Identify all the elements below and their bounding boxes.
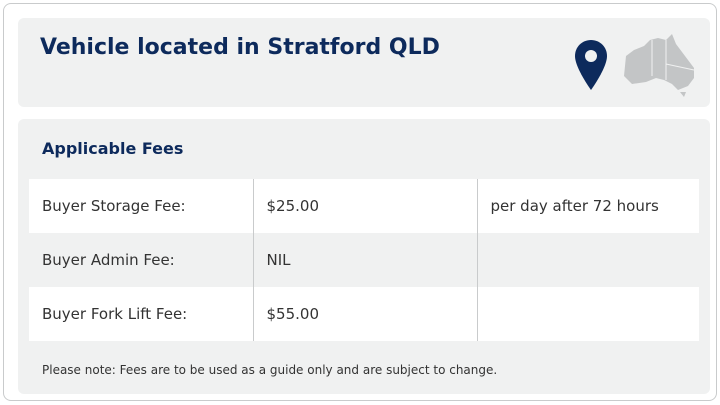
fee-amount: $25.00 [252,179,477,233]
fee-label: Buyer Fork Lift Fee: [29,287,253,341]
fee-label: Buyer Storage Fee: [29,179,253,233]
table-row: Buyer Admin Fee: NIL [29,233,699,287]
fee-note [476,287,699,341]
location-header: Vehicle located in Stratford QLD [18,18,710,107]
applicable-fees-panel: Applicable Fees Buyer Storage Fee: $25.00… [18,119,710,394]
fee-label: Buyer Admin Fee: [42,251,175,269]
fees-heading: Applicable Fees [42,139,184,158]
fee-amount: $55.00 [252,287,477,341]
location-title: Vehicle located in Stratford QLD [40,35,440,60]
table-row: Buyer Storage Fee: $25.00 per day after 72… [29,179,699,233]
fee-amount: NIL [252,233,477,287]
vehicle-location-card: Vehicle located in Stratford QLD Applica… [3,3,717,401]
fees-table: Buyer Storage Fee: $25.00 per day after 72… [29,179,699,341]
australia-map-icon [624,34,695,97]
map-pin-icon [575,40,607,90]
fee-note: per day after 72 hours [476,179,699,233]
fee-note [476,233,699,287]
disclaimer: Please note: Fees are to be used as a gu… [42,363,498,377]
table-row: Buyer Fork Lift Fee: $55.00 [29,287,699,341]
